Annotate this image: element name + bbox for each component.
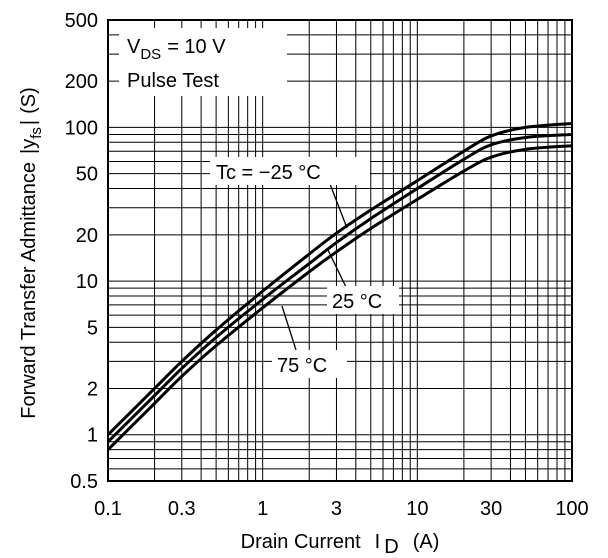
label-box-tc-minus25: [210, 157, 370, 185]
series-annotations: Tc = −25 °C 25 °C 75 °C: [210, 157, 399, 378]
series-line-tc-75: [106, 144, 573, 451]
series-line-tc-25: [106, 132, 573, 443]
x-axis-label-symbol: I: [375, 531, 381, 553]
y-tick-label: 100: [65, 117, 98, 139]
plot-frame: [107, 19, 573, 482]
y-tick-label: 0.5: [70, 471, 98, 493]
vds-symbol: V: [127, 36, 141, 58]
grid: [108, 20, 572, 481]
x-tick-label: 1: [257, 498, 268, 520]
y-tick-label: 10: [76, 271, 98, 293]
vds-value: = 10 V: [167, 36, 226, 58]
x-tick-label: 0.3: [168, 498, 196, 520]
y-tick-label: 500: [65, 10, 98, 32]
y-tick-label: 200: [65, 71, 98, 93]
x-axis-label: Drain Current I D (A): [241, 531, 440, 558]
x-tick-label: 30: [480, 498, 502, 520]
x-tick-labels: 0.1 0.3 1 3 10 30 100: [94, 498, 589, 520]
y-tick-label: 1: [87, 425, 98, 447]
label-box-tc-25: [327, 286, 399, 314]
y-tick-label: 50: [76, 164, 98, 186]
y-tick-labels: 0.5 1 2 5 10 20 50 100 200 500: [65, 10, 98, 493]
x-tick-label: 3: [331, 498, 342, 520]
label-box-tc-75: [272, 350, 347, 378]
y-axis-label: Forward Transfer Admittance |yfs | (S): [18, 87, 45, 419]
y-axis-label-symbol-open: |y: [18, 139, 40, 154]
x-axis-label-unit: (A): [413, 531, 440, 553]
y-axis-label-unit: (S): [18, 87, 40, 114]
leader-tc-25: [327, 249, 347, 288]
y-tick-label: 20: [76, 225, 98, 247]
conditions-box-background: [119, 28, 287, 96]
x-tick-label: 100: [555, 498, 588, 520]
y-axis-label-main: Forward Transfer Admittance: [18, 162, 40, 419]
y-tick-label: 5: [87, 317, 98, 339]
x-tick-label: 0.1: [94, 498, 122, 520]
series-line-tc-minus25: [106, 122, 573, 436]
y-axis-label-subscript: fs: [28, 127, 45, 139]
curves: [106, 122, 573, 451]
pulse-test-label: Pulse Test: [127, 70, 219, 92]
x-axis-label-main: Drain Current: [241, 531, 361, 553]
leader-tc-75: [281, 305, 297, 351]
leader-tc-minus25: [329, 183, 348, 229]
x-axis-label-subscript: D: [384, 536, 398, 558]
series-label-tc-75: 75 °C: [277, 355, 327, 377]
series-label-tc-minus25: Tc = −25 °C: [216, 162, 321, 184]
x-tick-label: 10: [406, 498, 428, 520]
vds-subscript: DS: [140, 46, 161, 63]
y-axis-label-symbol-close: |: [18, 120, 40, 125]
vds-condition: VDS = 10 V: [127, 36, 226, 63]
y-tick-label: 2: [87, 378, 98, 400]
series-label-tc-25: 25 °C: [332, 291, 382, 313]
